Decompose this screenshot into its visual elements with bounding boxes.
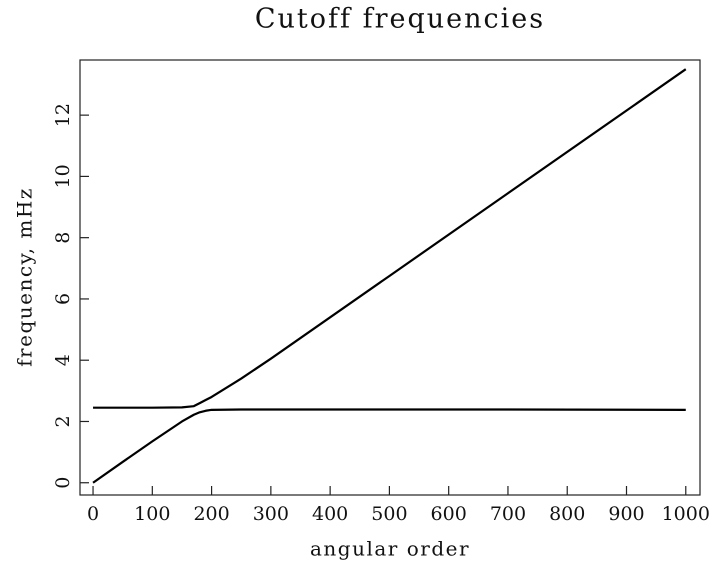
- x-tick-label: 400: [312, 503, 348, 525]
- x-tick-label: 900: [608, 503, 644, 525]
- y-tick-label: 12: [52, 103, 74, 127]
- x-tick-label: 0: [87, 503, 99, 525]
- y-tick-label: 8: [52, 232, 74, 244]
- y-tick-label: 4: [52, 354, 74, 366]
- x-tick-label: 800: [549, 503, 585, 525]
- y-tick-label: 10: [52, 164, 74, 188]
- chart-title: Cutoff frequencies: [255, 4, 545, 35]
- y-tick-label: 0: [52, 477, 74, 489]
- y-tick-label: 2: [52, 415, 74, 427]
- x-tick-label: 600: [431, 503, 467, 525]
- y-tick-label: 6: [52, 293, 74, 305]
- line-series: [93, 68, 687, 409]
- x-tick-label: 300: [253, 503, 289, 525]
- x-tick-label: 1000: [662, 503, 710, 525]
- x-tick-label: 100: [134, 503, 170, 525]
- x-axis-label: angular order: [310, 537, 470, 561]
- line-series: [92, 408, 686, 484]
- x-tick-label: 500: [371, 503, 407, 525]
- x-tick-label: 200: [193, 503, 229, 525]
- x-tick-label: 700: [490, 503, 526, 525]
- y-axis-label: frequency, mHz: [13, 187, 37, 367]
